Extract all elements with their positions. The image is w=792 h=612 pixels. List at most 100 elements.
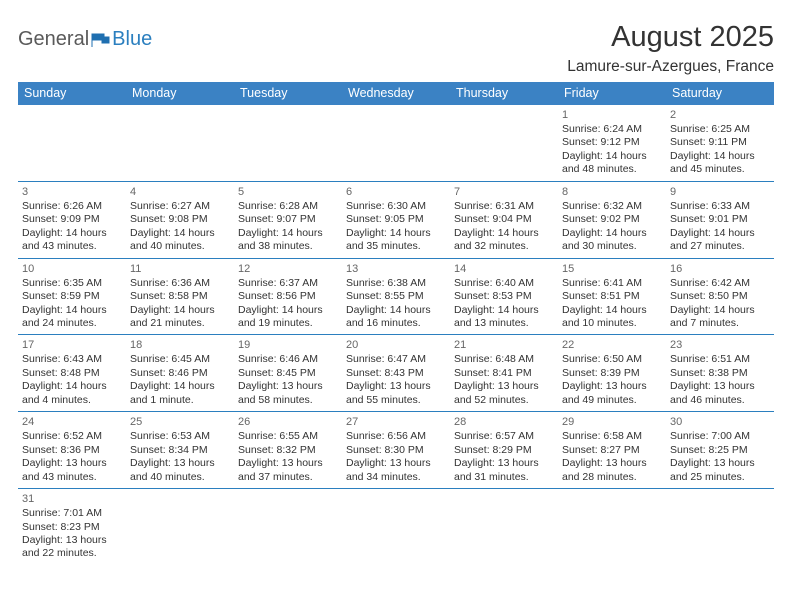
daylight-line: Daylight: 13 hours and 49 minutes. [562,380,662,407]
calendar-cell: 26Sunrise: 6:55 AMSunset: 8:32 PMDayligh… [234,412,342,489]
daylight-line: Daylight: 14 hours and 38 minutes. [238,227,338,254]
calendar-cell: 10Sunrise: 6:35 AMSunset: 8:59 PMDayligh… [18,258,126,335]
day-number: 31 [22,492,122,506]
calendar-cell-empty [18,105,126,181]
location: Lamure-sur-Azergues, France [567,58,774,76]
daylight-line: Daylight: 13 hours and 52 minutes. [454,380,554,407]
daylight-line: Daylight: 14 hours and 13 minutes. [454,304,554,331]
daylight-line: Daylight: 14 hours and 45 minutes. [670,150,770,177]
sunset-line: Sunset: 8:56 PM [238,290,338,303]
sunset-line: Sunset: 8:51 PM [562,290,662,303]
calendar-cell: 5Sunrise: 6:28 AMSunset: 9:07 PMDaylight… [234,181,342,258]
daylight-line: Daylight: 13 hours and 46 minutes. [670,380,770,407]
calendar-cell-empty [666,489,774,565]
calendar-row: 10Sunrise: 6:35 AMSunset: 8:59 PMDayligh… [18,258,774,335]
day-number: 9 [670,185,770,199]
sunrise-line: Sunrise: 6:35 AM [22,277,122,290]
daylight-line: Daylight: 14 hours and 1 minute. [130,380,230,407]
calendar-cell: 27Sunrise: 6:56 AMSunset: 8:30 PMDayligh… [342,412,450,489]
sunrise-line: Sunrise: 6:48 AM [454,353,554,366]
day-number: 18 [130,338,230,352]
sunrise-line: Sunrise: 6:45 AM [130,353,230,366]
sunset-line: Sunset: 8:48 PM [22,367,122,380]
sunset-line: Sunset: 8:50 PM [670,290,770,303]
calendar-cell: 9Sunrise: 6:33 AMSunset: 9:01 PMDaylight… [666,181,774,258]
daylight-line: Daylight: 13 hours and 22 minutes. [22,534,122,561]
calendar-cell-empty [126,489,234,565]
sunset-line: Sunset: 8:59 PM [22,290,122,303]
sunrise-line: Sunrise: 6:25 AM [670,123,770,136]
daylight-line: Daylight: 14 hours and 10 minutes. [562,304,662,331]
day-number: 23 [670,338,770,352]
day-number: 26 [238,415,338,429]
calendar-cell: 23Sunrise: 6:51 AMSunset: 8:38 PMDayligh… [666,335,774,412]
calendar-cell: 16Sunrise: 6:42 AMSunset: 8:50 PMDayligh… [666,258,774,335]
sunset-line: Sunset: 9:04 PM [454,213,554,226]
sunset-line: Sunset: 8:29 PM [454,444,554,457]
sunset-line: Sunset: 9:11 PM [670,136,770,149]
daylight-line: Daylight: 13 hours and 28 minutes. [562,457,662,484]
sunset-line: Sunset: 8:53 PM [454,290,554,303]
calendar-cell: 25Sunrise: 6:53 AMSunset: 8:34 PMDayligh… [126,412,234,489]
daylight-line: Daylight: 14 hours and 21 minutes. [130,304,230,331]
sunset-line: Sunset: 8:30 PM [346,444,446,457]
calendar-cell-empty [342,489,450,565]
calendar-cell-empty [450,489,558,565]
sunrise-line: Sunrise: 7:00 AM [670,430,770,443]
sunrise-line: Sunrise: 6:58 AM [562,430,662,443]
daylight-line: Daylight: 13 hours and 58 minutes. [238,380,338,407]
day-header: Friday [558,82,666,105]
sunset-line: Sunset: 8:45 PM [238,367,338,380]
sunrise-line: Sunrise: 6:28 AM [238,200,338,213]
sunset-line: Sunset: 8:32 PM [238,444,338,457]
calendar-cell: 2Sunrise: 6:25 AMSunset: 9:11 PMDaylight… [666,105,774,181]
sunrise-line: Sunrise: 6:40 AM [454,277,554,290]
daylight-line: Daylight: 14 hours and 16 minutes. [346,304,446,331]
day-number: 4 [130,185,230,199]
calendar-cell: 28Sunrise: 6:57 AMSunset: 8:29 PMDayligh… [450,412,558,489]
calendar-page: General Blue August 2025 Lamure-sur-Azer… [0,0,792,575]
calendar-cell-empty [450,105,558,181]
sunset-line: Sunset: 8:23 PM [22,521,122,534]
calendar-row: 17Sunrise: 6:43 AMSunset: 8:48 PMDayligh… [18,335,774,412]
sunset-line: Sunset: 8:43 PM [346,367,446,380]
sunset-line: Sunset: 9:09 PM [22,213,122,226]
calendar-row: 1Sunrise: 6:24 AMSunset: 9:12 PMDaylight… [18,105,774,181]
calendar-cell: 4Sunrise: 6:27 AMSunset: 9:08 PMDaylight… [126,181,234,258]
sunrise-line: Sunrise: 6:41 AM [562,277,662,290]
day-number: 30 [670,415,770,429]
day-number: 16 [670,262,770,276]
day-number: 10 [22,262,122,276]
calendar-row: 3Sunrise: 6:26 AMSunset: 9:09 PM Daylight… [18,181,774,258]
day-number: 3 [22,185,122,199]
sunrise-line: Sunrise: 6:52 AM [22,430,122,443]
sunset-line: Sunset: 9:12 PM [562,136,662,149]
calendar-cell: 14Sunrise: 6:40 AMSunset: 8:53 PMDayligh… [450,258,558,335]
sunrise-line: Sunrise: 6:36 AM [130,277,230,290]
sunrise-line: Sunrise: 6:46 AM [238,353,338,366]
sunrise-line: Sunrise: 6:24 AM [562,123,662,136]
day-number: 13 [346,262,446,276]
calendar-table: SundayMondayTuesdayWednesdayThursdayFrid… [18,82,774,565]
sunrise-line: Sunrise: 6:56 AM [346,430,446,443]
sunset-line: Sunset: 8:38 PM [670,367,770,380]
day-number: 24 [22,415,122,429]
day-number: 19 [238,338,338,352]
sunrise-line: Sunrise: 6:53 AM [130,430,230,443]
sunrise-line: Sunrise: 6:42 AM [670,277,770,290]
sunset-line: Sunset: 9:02 PM [562,213,662,226]
calendar-cell: 24Sunrise: 6:52 AMSunset: 8:36 PMDayligh… [18,412,126,489]
sunrise-line: Sunrise: 6:47 AM [346,353,446,366]
daylight-line: Daylight: 14 hours and 24 minutes. [22,304,122,331]
daylight-line: Daylight: 13 hours and 37 minutes. [238,457,338,484]
calendar-cell-empty [234,105,342,181]
sunrise-line: Sunrise: 6:26 AM [22,200,122,213]
daylight-line: Daylight: 14 hours and 7 minutes. [670,304,770,331]
day-number: 29 [562,415,662,429]
sunrise-line: Sunrise: 6:31 AM [454,200,554,213]
daylight-line: Daylight: 13 hours and 25 minutes. [670,457,770,484]
calendar-cell: 21Sunrise: 6:48 AMSunset: 8:41 PMDayligh… [450,335,558,412]
sunrise-line: Sunrise: 6:32 AM [562,200,662,213]
day-header: Saturday [666,82,774,105]
sunset-line: Sunset: 9:08 PM [130,213,230,226]
